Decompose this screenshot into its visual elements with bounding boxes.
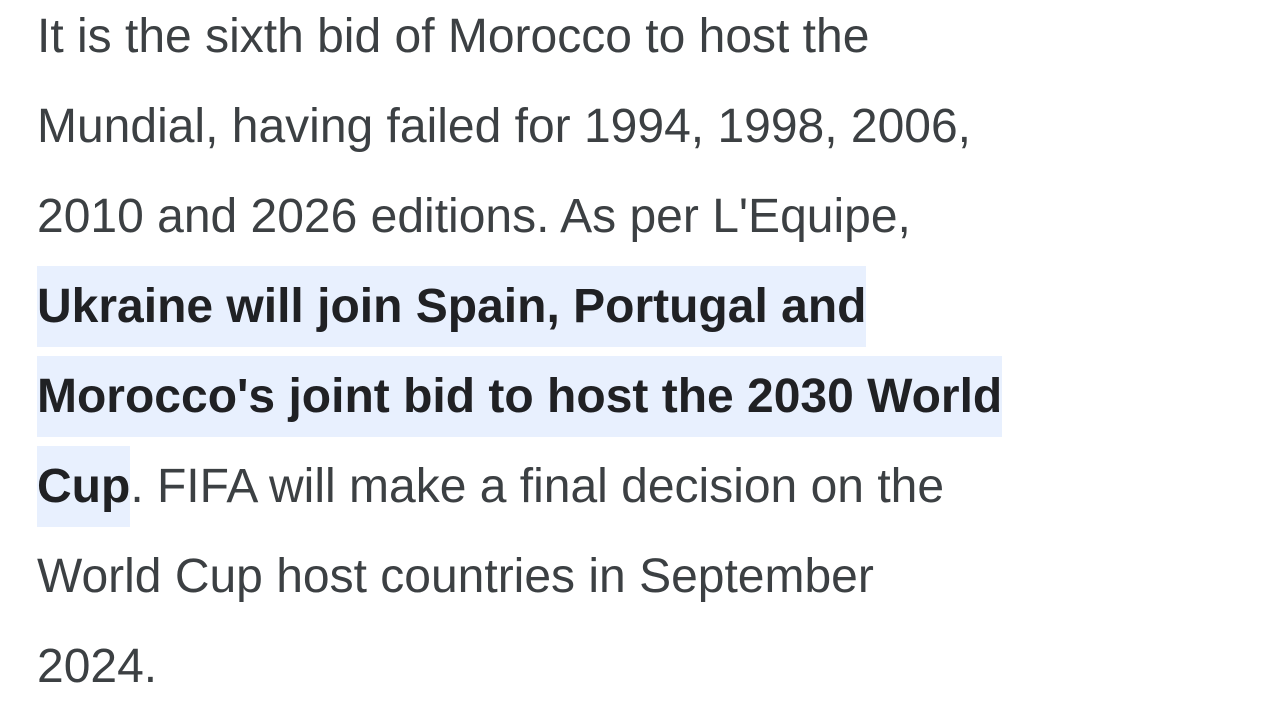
highlighted-text: Morocco's joint bid to host the 2030 Wor… <box>37 356 1003 437</box>
text-line: It is the sixth bid of Morocco to host t… <box>37 0 869 82</box>
body-text: 2024. <box>37 640 158 693</box>
body-text: Mundial, having failed for 1994, 1998, 2… <box>37 100 972 153</box>
text-line: 2024. <box>37 622 157 712</box>
body-text: . FIFA will make a final decision on the <box>130 460 945 513</box>
text-line: Ukraine will join Spain, Portugal and <box>37 262 867 352</box>
text-line: 2010 and 2026 editions. As per L'Equipe, <box>37 172 911 262</box>
highlighted-text: Cup <box>37 446 131 527</box>
text-line: World Cup host countries in September <box>37 532 874 622</box>
text-line: Mundial, having failed for 1994, 1998, 2… <box>37 82 971 172</box>
text-line: Morocco's joint bid to host the 2030 Wor… <box>37 352 1003 442</box>
body-text: World Cup host countries in September <box>37 550 874 603</box>
body-text: It is the sixth bid of Morocco to host t… <box>37 10 870 63</box>
body-text: 2010 and 2026 editions. As per L'Equipe, <box>37 190 911 243</box>
highlighted-text: Ukraine will join Spain, Portugal and <box>37 266 867 347</box>
text-line: Cup. FIFA will make a final decision on … <box>37 442 944 532</box>
